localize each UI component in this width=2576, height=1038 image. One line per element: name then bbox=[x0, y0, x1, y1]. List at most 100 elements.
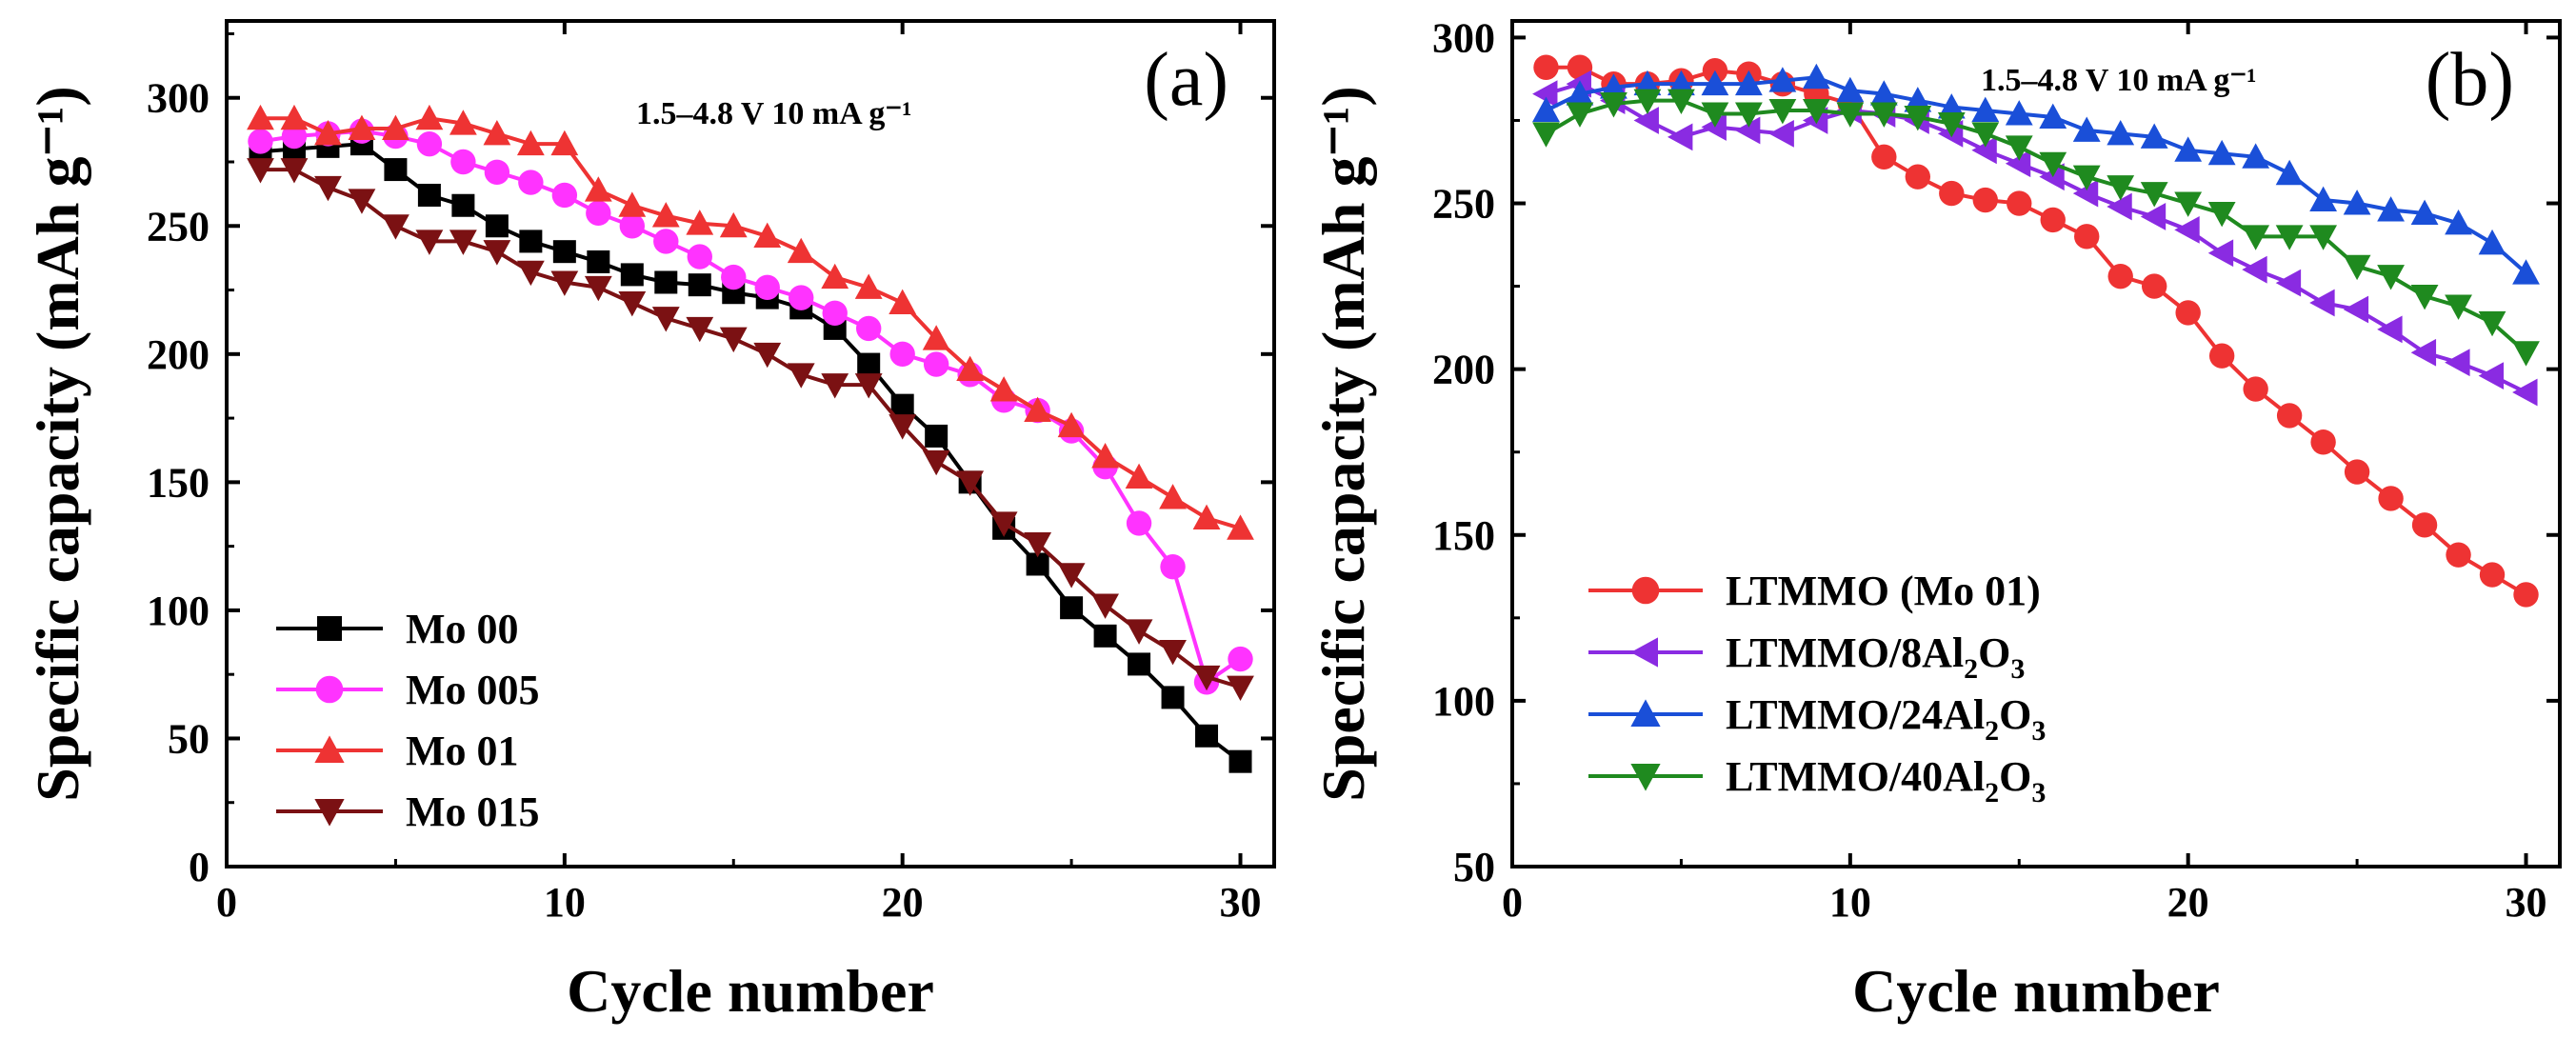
data-point bbox=[1057, 411, 1086, 438]
data-point bbox=[2007, 190, 2032, 216]
series-line bbox=[1546, 65, 2527, 597]
data-point bbox=[1904, 105, 1932, 131]
data-point bbox=[2410, 285, 2439, 310]
data-point bbox=[2005, 100, 2033, 126]
condition-annotation: 1.5–4.8 V 10 mA g⁻¹ bbox=[1981, 63, 2256, 98]
data-point bbox=[2445, 210, 2472, 235]
data-point bbox=[922, 449, 950, 476]
plot-frame bbox=[1510, 19, 2562, 868]
legend: LTMMO (Mo 01)LTMMO/8Al2O3LTMMO/24Al2O3LT… bbox=[1588, 568, 2046, 808]
data-point bbox=[382, 214, 409, 240]
data-point bbox=[2140, 182, 2168, 208]
data-point bbox=[2309, 225, 2338, 250]
data-point bbox=[1836, 102, 1865, 128]
data-point bbox=[922, 325, 950, 350]
data-point bbox=[2005, 135, 2033, 161]
data-point bbox=[1937, 93, 1966, 119]
data-point bbox=[451, 193, 475, 217]
data-point bbox=[1159, 639, 1187, 666]
data-point bbox=[2344, 459, 2370, 485]
legend-entry: LTMMO (Mo 01) bbox=[1588, 568, 2041, 614]
x-tick-label: 10 bbox=[544, 879, 586, 926]
data-point bbox=[1633, 89, 1662, 114]
data-point bbox=[2174, 136, 2203, 162]
legend-marker bbox=[317, 616, 342, 641]
data-point bbox=[2479, 562, 2506, 588]
data-point bbox=[516, 260, 545, 287]
data-point bbox=[651, 307, 680, 332]
series-line bbox=[1545, 98, 2527, 354]
data-point bbox=[787, 237, 815, 264]
data-point bbox=[2074, 224, 2100, 250]
data-point bbox=[2242, 225, 2270, 250]
data-point bbox=[1701, 113, 1727, 141]
data-point bbox=[2072, 179, 2099, 208]
x-tick-label: 0 bbox=[216, 879, 237, 926]
data-point bbox=[2174, 215, 2200, 244]
data-point bbox=[2343, 254, 2371, 281]
y-tick-label: 100 bbox=[1432, 678, 1495, 725]
data-point bbox=[923, 351, 949, 377]
data-point bbox=[1734, 116, 1761, 145]
data-point bbox=[1024, 396, 1052, 423]
legend-subscript: 3 bbox=[2010, 653, 2025, 685]
data-point bbox=[821, 263, 849, 289]
data-point bbox=[2242, 143, 2270, 169]
legend-marker bbox=[1630, 764, 1661, 791]
data-point bbox=[1024, 531, 1052, 558]
data-point bbox=[2175, 300, 2201, 326]
data-point bbox=[2410, 199, 2439, 225]
data-point bbox=[483, 120, 511, 146]
data-point bbox=[686, 316, 714, 343]
data-point bbox=[348, 114, 376, 141]
legend-entry: LTMMO/24Al2O3 bbox=[1588, 691, 2046, 747]
data-point bbox=[2377, 315, 2403, 344]
y-tick-label: 100 bbox=[147, 588, 210, 634]
data-point bbox=[822, 300, 848, 326]
legend-marker bbox=[315, 675, 344, 704]
data-point bbox=[2243, 376, 2268, 402]
legend-label: LTMMO/40Al2O3 bbox=[1726, 753, 2046, 808]
data-point bbox=[889, 289, 917, 314]
data-point bbox=[348, 189, 376, 214]
data-point bbox=[516, 130, 545, 156]
data-point bbox=[1091, 593, 1119, 619]
series-ltmmo-40al2o3 bbox=[1532, 89, 2540, 367]
data-point bbox=[1667, 89, 1695, 114]
data-point bbox=[1192, 504, 1221, 530]
data-point bbox=[519, 230, 543, 253]
data-point bbox=[2445, 294, 2472, 320]
y-axis-title: Specific capacity (mAh g⁻¹) bbox=[24, 86, 91, 802]
legend-text-part: O bbox=[1999, 753, 2031, 800]
legend-entry: Mo 015 bbox=[276, 788, 540, 835]
series-line bbox=[1545, 82, 2527, 394]
data-point bbox=[719, 211, 748, 238]
data-point bbox=[889, 414, 917, 440]
data-point bbox=[2309, 186, 2338, 212]
data-point bbox=[416, 130, 443, 157]
data-point bbox=[483, 240, 511, 266]
data-point bbox=[1768, 67, 1797, 92]
data-point bbox=[787, 363, 815, 389]
data-point bbox=[821, 373, 849, 399]
data-point bbox=[686, 210, 714, 235]
legend-text-part: O bbox=[1999, 691, 2031, 738]
data-point bbox=[688, 273, 711, 297]
legend-marker bbox=[1630, 699, 1661, 727]
data-point bbox=[1633, 107, 1659, 134]
data-point bbox=[1093, 624, 1117, 648]
panel-b: 0 10 20 30 50 100 150 200 250 300 Cycle number Spec… bbox=[1309, 14, 2562, 1025]
data-point bbox=[890, 393, 914, 417]
data-point bbox=[857, 352, 881, 376]
y-tick-label: 150 bbox=[147, 459, 210, 506]
data-point bbox=[1971, 96, 2000, 123]
x-axis-title: Cycle number bbox=[567, 957, 934, 1025]
data-point bbox=[1128, 652, 1151, 676]
data-point bbox=[653, 229, 679, 254]
data-point bbox=[2411, 512, 2438, 538]
data-point bbox=[2276, 403, 2303, 429]
legend-text-part: LTMMO/8Al bbox=[1726, 629, 1964, 676]
x-tick-label: 20 bbox=[882, 879, 924, 926]
x-tick-label: 30 bbox=[1220, 879, 1262, 926]
series-ltmmo-24al2o3 bbox=[1532, 63, 2540, 285]
